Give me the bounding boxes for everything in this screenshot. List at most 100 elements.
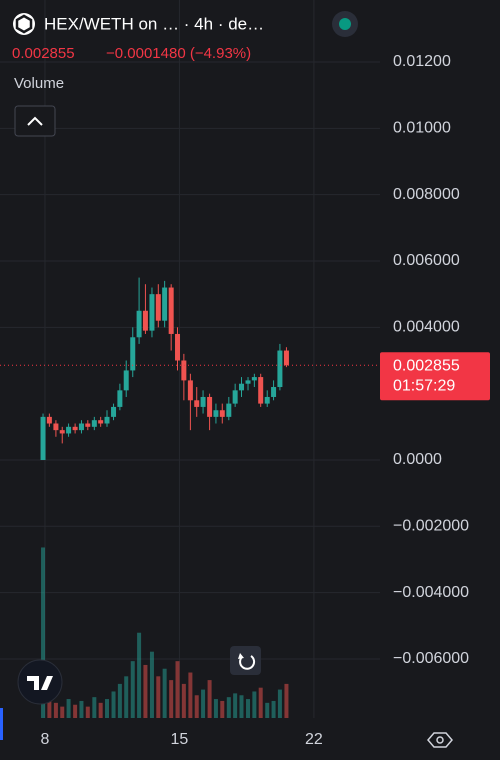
volume-bar <box>188 672 193 718</box>
volume-bar <box>92 697 97 718</box>
volume-bar <box>79 700 84 718</box>
symbol-icon-hex <box>15 14 33 34</box>
candle-body <box>72 426 78 431</box>
settings-icon <box>436 736 444 744</box>
collapse-button[interactable] <box>14 105 56 137</box>
volume-bar <box>284 683 289 718</box>
y-tick-label: 0.0000 <box>393 451 442 468</box>
candle-body <box>207 396 213 417</box>
candle-body <box>271 387 277 397</box>
volume-bar <box>98 702 103 718</box>
candle-body <box>53 423 59 431</box>
volume-bar <box>105 699 110 718</box>
reset-icon <box>239 655 256 670</box>
y-tick-label: −0.002000 <box>393 518 469 535</box>
y-tick-label: −0.004000 <box>393 584 469 601</box>
volume-bar <box>169 680 174 718</box>
candle-body <box>175 333 181 361</box>
candle-body <box>219 410 225 417</box>
candle-body <box>283 350 289 366</box>
candle-body <box>226 403 232 417</box>
candle-body <box>155 294 161 321</box>
price-change: −0.0001480 (−4.93%) <box>106 45 251 62</box>
candle-body <box>59 430 65 434</box>
volume-bar <box>130 661 135 718</box>
status-dot <box>339 18 351 30</box>
volume-bar <box>265 702 270 718</box>
volume-bar <box>85 706 90 718</box>
volume-bar <box>117 683 122 718</box>
candle-body <box>40 416 46 460</box>
candle-body <box>232 390 238 404</box>
volume-bar <box>149 651 154 718</box>
candle-body <box>181 360 187 381</box>
volume-bar <box>220 700 225 718</box>
candle-body <box>162 287 168 321</box>
candle-body <box>194 400 200 407</box>
volume-bar <box>175 661 180 718</box>
logo-button[interactable] <box>17 659 63 705</box>
price-tag-value: 0.002855 <box>393 358 460 375</box>
candle-body <box>142 310 148 331</box>
volume-bar <box>258 687 263 718</box>
x-tick-label: 8 <box>41 731 50 748</box>
candle-body <box>200 396 206 407</box>
logo-icon <box>27 676 53 690</box>
volume-bar <box>162 668 167 718</box>
volume-bar <box>47 695 52 718</box>
y-tick-label: 0.008000 <box>393 186 460 203</box>
candle-body <box>117 390 123 407</box>
edge-indicator <box>0 708 3 740</box>
volume-bar <box>41 547 46 718</box>
settings-button[interactable] <box>427 732 453 748</box>
collapse-icon <box>27 116 43 126</box>
candle-body <box>130 337 136 371</box>
volume-bar <box>53 702 58 718</box>
volume-bar <box>73 704 78 718</box>
volume-bar <box>246 699 251 718</box>
candle-body <box>98 420 104 424</box>
candle-body <box>238 383 244 391</box>
reset-button[interactable] <box>230 646 261 675</box>
price-tag-countdown: 01:57:29 <box>393 378 455 395</box>
volume-bar <box>277 689 282 718</box>
x-tick-label: 15 <box>171 731 189 748</box>
volume-bar <box>213 699 218 718</box>
volume-bar <box>207 680 212 718</box>
volume-bar <box>137 632 142 718</box>
candle-body <box>111 406 117 417</box>
candle-body <box>187 380 193 401</box>
candle-body <box>213 410 219 417</box>
candle-body <box>251 377 257 381</box>
x-tick-label: 22 <box>305 731 323 748</box>
volume-bar <box>252 691 257 718</box>
volume-label: Volume <box>14 75 64 92</box>
candle-body <box>258 377 264 404</box>
volume-bar <box>156 676 161 718</box>
candle-body <box>136 310 142 338</box>
volume-bar <box>201 689 206 718</box>
candle-body <box>46 416 52 424</box>
volume-bar <box>194 695 199 718</box>
volume-bar <box>226 697 231 718</box>
reset-icon-arrow <box>238 653 244 659</box>
volume-bar <box>66 699 71 718</box>
candle-body <box>168 287 174 334</box>
candle-body <box>123 370 129 391</box>
volume-bar <box>124 676 129 718</box>
volume-bar <box>143 664 148 718</box>
volume-bar <box>60 706 65 718</box>
candle-body <box>66 426 72 434</box>
volume-bar <box>111 691 116 718</box>
chart-title[interactable]: HEX/WETH on … · 4h · de… <box>44 14 264 33</box>
y-tick-label: 0.01200 <box>393 53 451 70</box>
price-tag <box>380 352 490 401</box>
y-tick-label: 0.004000 <box>393 319 460 336</box>
candle-body <box>104 416 110 424</box>
volume-bar <box>271 700 276 718</box>
y-tick-label: 0.006000 <box>393 252 460 269</box>
last-price: 0.002855 <box>12 45 75 62</box>
y-tick-label: 0.01000 <box>393 120 451 137</box>
volume-bar <box>181 683 186 718</box>
